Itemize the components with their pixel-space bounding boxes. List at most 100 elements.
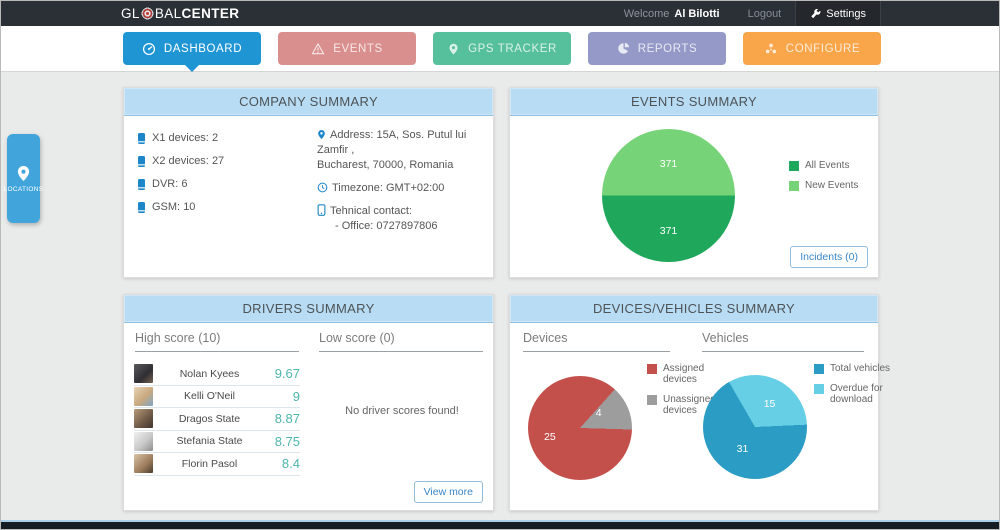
drivers-summary-title: DRIVERS SUMMARY [242, 301, 375, 316]
logo-text-gl: GL [121, 6, 140, 21]
company-summary-header: COMPANY SUMMARY [124, 88, 493, 116]
device-count-row: X1 devices: 2 [138, 130, 224, 146]
all-events-swatch [789, 160, 799, 171]
low-score-rule [319, 351, 483, 352]
tab-reports[interactable]: REPORTS [588, 32, 726, 65]
device-icon [138, 132, 145, 144]
address-pin-icon [318, 130, 325, 139]
overdue-value: 15 [763, 398, 776, 411]
device-value: 6 [181, 178, 188, 190]
driver-avatar [134, 364, 153, 384]
assigned-swatch [647, 363, 657, 374]
high-score-list: Nolan Kyees 9.67 Kelli O'Neil 9 Dragos S… [134, 363, 300, 476]
events-summary-body: 371 371 All Events New Events Incidents … [510, 116, 878, 278]
total-vehicles-label: Total vehicles [830, 363, 891, 374]
legend-item-assigned[interactable]: Assigned devices [647, 363, 735, 385]
driver-score: 9.67 [274, 366, 300, 382]
driver-avatar [134, 431, 153, 451]
contact-label: Tehnical contact: [330, 205, 412, 217]
logout-link[interactable]: Logout [747, 7, 782, 20]
device-value: 27 [211, 155, 225, 167]
incidents-button[interactable]: Incidents (0) [790, 246, 868, 268]
device-icon [138, 155, 145, 167]
vehicles-legend: Total vehicles Overdue for download [814, 363, 902, 414]
driver-score: 8.75 [274, 433, 300, 449]
logo-text-center: CENTER [181, 6, 240, 21]
tab-events-label: EVENTS [333, 42, 383, 55]
device-value: 10 [183, 201, 196, 213]
events-pie-chart[interactable]: 371 371 [602, 129, 735, 262]
device-value: 2 [211, 132, 219, 144]
driver-name: Florin Pasol [181, 457, 238, 470]
username: Al Bilotti [674, 7, 720, 20]
driver-row[interactable]: Dragos State 8.87 [134, 408, 300, 431]
device-icon [138, 201, 145, 213]
contact-office: - Office: 0727897806 [335, 220, 438, 232]
gear-icon [765, 43, 776, 53]
device-count-list: X1 devices: 2 X2 devices: 27 DVR: 6 GSM:… [138, 130, 224, 222]
legend-item-overdue[interactable]: Overdue for download [814, 383, 902, 405]
driver-row[interactable]: Kelli O'Neil 9 [134, 386, 300, 408]
overdue-label: Overdue for download [830, 383, 883, 405]
wrench-icon [811, 8, 821, 19]
pie-chart-icon [617, 42, 629, 54]
devices-vehicles-header: DEVICES/VEHICLES SUMMARY [510, 295, 878, 323]
tab-gps-tracker[interactable]: GPS TRACKER [433, 32, 571, 65]
nav-strip: DASHBOARD EVENTS GPS TRACKER REPORTS CON… [1, 26, 999, 72]
device-label: X1 devices: [152, 132, 209, 144]
target-logo-icon [140, 7, 154, 20]
devices-vehicles-body: Devices Vehicles 4 25 Assigned devices U… [510, 323, 890, 511]
tab-dashboard[interactable]: DASHBOARD [123, 32, 261, 72]
driver-name: Dragos State [178, 412, 241, 425]
tab-gps-tracker-label: GPS TRACKER [468, 42, 557, 55]
legend-item-unassigned[interactable]: Unassigned devices [647, 394, 735, 416]
company-info-list: Address: 15A, Sos. Putul lui Zamfir , Bu… [317, 128, 485, 242]
settings-button[interactable]: Settings [795, 1, 881, 26]
driver-row[interactable]: Stefania State 8.75 [134, 431, 300, 453]
address-line2: Bucharest, 70000, Romania [317, 159, 454, 171]
unassigned-devices-value: 4 [595, 407, 602, 420]
device-label: X2 devices: [152, 155, 209, 167]
new-events-label: New Events [805, 180, 859, 191]
driver-row[interactable]: Nolan Kyees 9.67 [134, 363, 300, 386]
overdue-swatch [814, 383, 824, 394]
tab-reports-label: REPORTS [637, 42, 698, 55]
global-center-logo[interactable]: GL BAL CENTER [121, 1, 239, 26]
driver-avatar [134, 409, 153, 429]
dashboard-gauge-icon [142, 42, 155, 55]
tab-configure-label: CONFIGURE [785, 42, 861, 55]
devices-header: Devices [523, 331, 568, 345]
tab-events[interactable]: EVENTS [278, 32, 416, 65]
vehicles-pie-chart[interactable]: 15 31 [703, 375, 807, 479]
locations-label: LOCATIONS [3, 185, 44, 193]
high-score-rule [135, 351, 299, 352]
drivers-summary-header: DRIVERS SUMMARY [124, 295, 493, 323]
view-more-button[interactable]: View more [413, 481, 483, 503]
company-summary-title: COMPANY SUMMARY [239, 94, 378, 109]
new-events-value: 371 [659, 157, 678, 170]
mobile-phone-icon [317, 204, 326, 216]
vehicles-rule [702, 351, 864, 352]
drivers-summary-body: High score (10) Low score (0) Nolan Kyee… [124, 323, 493, 511]
clock-icon [317, 182, 328, 193]
legend-item-all-events[interactable]: All Events [789, 160, 858, 171]
device-label: DVR: [152, 178, 179, 190]
legend-item-total-vehicles[interactable]: Total vehicles [814, 363, 902, 374]
top-bar: GL BAL CENTER Welcome Al Bilotti Logout Se… [1, 1, 999, 26]
unassigned-swatch [647, 394, 657, 405]
settings-label: Settings [826, 7, 866, 20]
welcome-text: Welcome Al Bilotti [610, 1, 734, 26]
tab-dashboard-label: DASHBOARD [163, 42, 243, 55]
bottom-map-edge [1, 520, 999, 529]
driver-row[interactable]: Florin Pasol 8.4 [134, 453, 300, 476]
tab-configure[interactable]: CONFIGURE [743, 32, 881, 65]
device-count-row: GSM: 10 [138, 199, 224, 215]
drivers-summary-panel: DRIVERS SUMMARY High score (10) Low scor… [123, 294, 494, 511]
locations-side-tab[interactable]: LOCATIONS [4, 134, 43, 223]
driver-score: 8.4 [281, 456, 300, 472]
legend-item-new-events[interactable]: New Events [789, 180, 858, 191]
assigned-label: Assigned devices [663, 363, 705, 385]
devices-pie-chart[interactable]: 4 25 [528, 376, 632, 480]
no-scores-message: No driver scores found! [345, 405, 459, 417]
